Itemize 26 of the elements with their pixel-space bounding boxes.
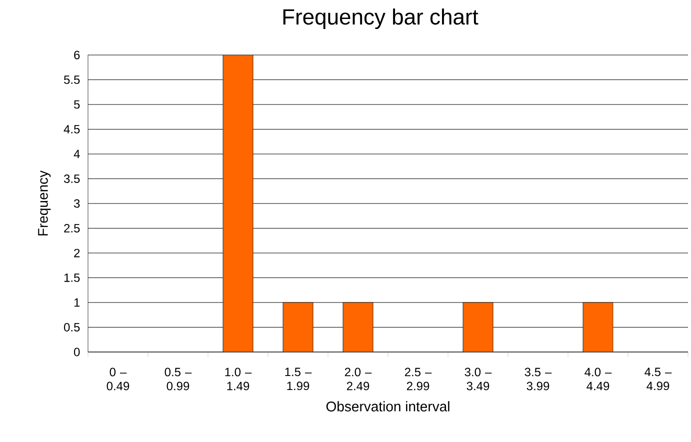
y-tick-label: 4 — [74, 150, 80, 158]
y-tick-label: 3 — [74, 199, 80, 208]
x-tick-label: 1.5 – 1.99 — [285, 368, 312, 390]
x-tick-label: 3.0 – 3.49 — [464, 368, 492, 390]
y-tick-label: 4.5 — [64, 125, 80, 134]
x-tick-label: 3.5 – 3.99 — [524, 368, 552, 390]
y-tick-label: 2.5 — [64, 224, 80, 232]
y-tick-label: 0.5 — [64, 323, 80, 332]
x-tick-label: 1.0 – 1.49 — [225, 368, 252, 390]
y-tick-label: 5.5 — [64, 76, 80, 84]
y-tick-label: 0 — [74, 348, 80, 356]
x-tick-label: 2.0 – 2.49 — [344, 368, 372, 390]
x-axis-title: Observation interval — [326, 401, 450, 412]
chart-title: Frequency bar chart — [283, 8, 478, 30]
x-tick-label: 4.0 – 4.49 — [584, 368, 612, 390]
y-tick-label: 1.5 — [64, 274, 80, 282]
x-tick-label: 0.5 – 0.99 — [164, 368, 192, 390]
y-tick-label: 6 — [74, 50, 80, 60]
x-tick-label: 0 – 0.49 — [106, 368, 130, 390]
y-tick-label: 2 — [74, 248, 80, 258]
y-tick-label: 3.5 — [64, 174, 80, 183]
x-tick-label: 4.5 – 4.99 — [644, 368, 672, 390]
x-tick-label: 2.5 – 2.99 — [404, 368, 432, 390]
y-axis-title: Frequency — [38, 170, 51, 236]
y-tick-label: 1 — [74, 298, 80, 307]
y-tick-label: 5 — [74, 100, 80, 109]
